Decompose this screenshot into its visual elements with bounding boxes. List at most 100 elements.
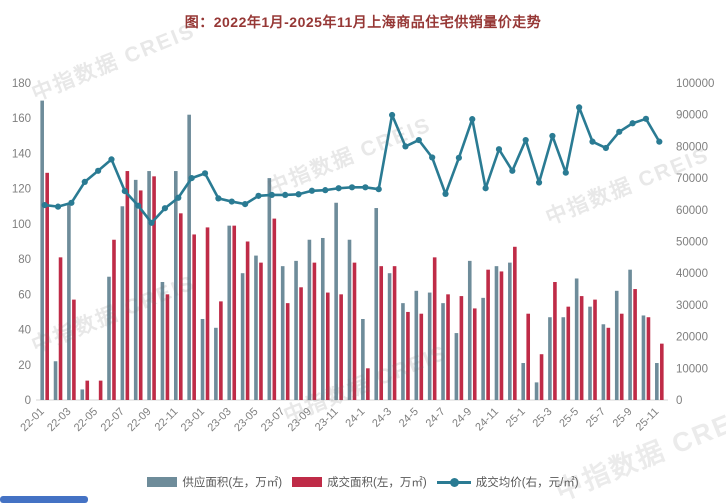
supply-bar — [307, 239, 312, 400]
x-axis-tick-label: 24-5 — [397, 406, 421, 430]
sold-bar — [72, 299, 76, 400]
price-point — [576, 104, 583, 111]
chart-legend: 供应面积(左，万㎡) 成交面积(左，万㎡) 成交均价(右，元/㎡) — [0, 474, 726, 490]
price-point — [108, 156, 115, 163]
sold-bar — [486, 269, 490, 400]
supply-bar — [80, 389, 85, 400]
price-point — [41, 201, 48, 209]
supply-bar — [414, 290, 419, 400]
right-axis-tick-label: 80000 — [676, 141, 708, 153]
sold-bar — [352, 262, 357, 400]
sold-bar — [152, 176, 156, 400]
price-point — [148, 219, 155, 226]
sold-bar — [58, 257, 63, 400]
sold-bar — [285, 303, 290, 400]
price-point — [161, 205, 169, 212]
sold-bar — [245, 241, 250, 400]
right-axis-tick-label: 100000 — [676, 78, 714, 90]
supply-swatch-icon — [147, 477, 178, 487]
price-point — [455, 154, 462, 161]
right-axis-tick-label: 0 — [676, 395, 682, 407]
supply-bar — [187, 114, 191, 400]
sold-bar — [192, 234, 196, 400]
x-axis-tick-label: 22-05 — [72, 406, 100, 434]
sold-bar — [432, 257, 437, 400]
price-point — [188, 175, 195, 182]
sold-bar — [339, 294, 343, 400]
right-axis-tick-label: 20000 — [676, 332, 708, 344]
left-axis-tick-label: 140 — [12, 148, 31, 160]
x-axis-tick-label: 22-01 — [18, 406, 46, 434]
supply-bar — [534, 382, 539, 400]
x-axis-tick-label: 25-9 — [611, 406, 635, 430]
x-axis-tick-label: 23-05 — [232, 406, 260, 434]
supply-bar — [173, 171, 178, 400]
price-point — [81, 178, 88, 186]
supply-bar — [374, 208, 379, 400]
supply-bar — [467, 260, 472, 400]
price-point — [135, 202, 142, 209]
x-axis-tick-label: 25-3 — [530, 406, 554, 430]
x-axis-tick-label: 24-11 — [473, 406, 501, 434]
x-axis-tick-label: 24-9 — [450, 406, 474, 430]
price-point — [95, 167, 102, 174]
sold-bar — [566, 306, 571, 400]
price-point — [642, 115, 650, 122]
sold-bar — [459, 296, 464, 400]
left-axis-tick-label: 120 — [12, 184, 31, 196]
price-point — [54, 203, 62, 210]
price-point — [549, 132, 556, 140]
sold-bar — [219, 301, 223, 400]
x-axis-tick-label: 22-09 — [125, 406, 153, 434]
right-axis-tick-label: 90000 — [676, 110, 708, 122]
sold-bar — [299, 287, 303, 400]
sold-bar — [125, 171, 130, 400]
sold-bar — [619, 313, 624, 400]
right-axis-tick-label: 70000 — [676, 173, 708, 185]
price-point — [215, 195, 222, 202]
right-axis-tick-label: 40000 — [676, 268, 708, 280]
price-point — [322, 187, 329, 194]
price-point — [348, 184, 356, 191]
supply-bar — [334, 202, 338, 400]
sold-bar — [232, 225, 237, 400]
sold-bar — [513, 246, 517, 400]
supply-bar — [227, 225, 232, 400]
sold-bar — [606, 327, 611, 400]
legend-price-label: 成交均价(右，元/㎡) — [475, 477, 579, 489]
sold-bar — [112, 239, 116, 400]
legend-sold-label: 成交面积(左，万㎡) — [327, 477, 427, 489]
price-point — [375, 186, 382, 193]
left-axis-tick-label: 180 — [12, 78, 31, 90]
supply-bar — [67, 202, 71, 400]
sold-bar — [138, 190, 143, 400]
supply-bar — [361, 318, 365, 400]
supply-bar — [133, 179, 138, 400]
price-point — [429, 154, 436, 161]
sold-bar — [178, 213, 183, 400]
supply-bar — [40, 100, 44, 400]
price-point — [629, 120, 636, 127]
supply-bar — [641, 315, 646, 400]
price-point — [415, 136, 422, 144]
supply-bar — [280, 266, 285, 400]
x-axis-tick-label: 23-01 — [179, 406, 207, 434]
legend-item-price: 成交均价(右，元/㎡) — [436, 474, 579, 490]
sold-bar — [446, 294, 450, 400]
sold-bar — [366, 368, 370, 400]
x-axis-tick-label: 25-1 — [504, 406, 528, 430]
sold-bar — [539, 354, 544, 400]
left-axis-tick-label: 40 — [18, 325, 31, 337]
supply-bar — [521, 363, 526, 400]
sold-bar — [98, 380, 103, 400]
price-point — [442, 190, 449, 198]
sold-bar — [499, 271, 504, 400]
price-point — [242, 200, 249, 208]
supply-bar — [160, 282, 165, 400]
x-axis-tick-label: 23-11 — [313, 406, 341, 434]
sold-bar — [579, 296, 584, 400]
legend-item-sold: 成交面积(左，万㎡) — [292, 474, 427, 490]
supply-bar — [494, 266, 499, 400]
